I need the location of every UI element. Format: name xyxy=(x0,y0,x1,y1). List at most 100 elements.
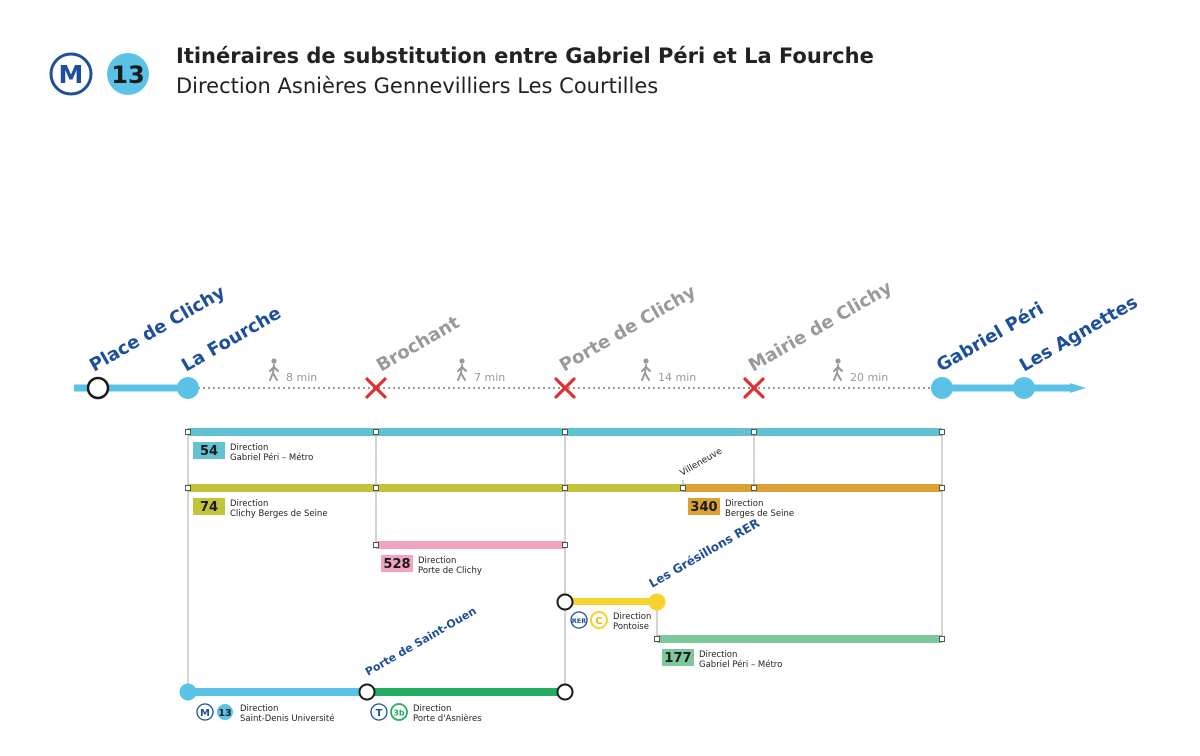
metro-line-13 xyxy=(74,376,1086,400)
station-labels: Place de Clichy La Fourche Brochant Port… xyxy=(86,277,1141,376)
bus-340-bar xyxy=(683,484,942,492)
walk-time-4: 20 min xyxy=(850,371,888,384)
closed-station-x-icon xyxy=(365,377,765,399)
rer-icon xyxy=(570,611,588,629)
tram-3b-bar xyxy=(367,688,565,696)
bus-177-bar xyxy=(657,635,942,643)
bus-528-stop-markers xyxy=(373,542,568,548)
bus-74-direction-dest: Clichy Berges de Seine xyxy=(230,509,328,519)
metro-13-bar xyxy=(188,688,367,696)
bus-54-badge xyxy=(193,442,225,459)
tram-3b-porte-de-clichy-marker xyxy=(556,683,574,701)
rer-line-c-icon xyxy=(590,611,608,629)
bus-54-direction-dest: Gabriel Péri – Métro xyxy=(230,452,313,463)
bus-340-direction-dest: Berges de Seine xyxy=(725,509,794,519)
walk-time-3: 14 min xyxy=(658,371,696,384)
pedestrian-icon xyxy=(641,358,651,381)
page-title: Itinéraires de substitution entre Gabrie… xyxy=(176,44,874,68)
metro-13-direction-dest: Saint-Denis Université xyxy=(240,713,334,724)
route-bus-54: 54 Direction Gabriel Péri – Métro xyxy=(185,428,945,463)
logos-svg: M 13 xyxy=(49,52,149,96)
walk-segment-1: 8 min xyxy=(269,358,317,384)
station-la-fourche-marker xyxy=(177,377,199,399)
bus-177-number: 177 xyxy=(664,651,691,666)
rer-c-stop-gresillons: Les Grésillons RER xyxy=(647,516,762,591)
walking-times: 8 min 7 min 14 min 20 min xyxy=(269,358,888,384)
rer-c-direction-label: Direction xyxy=(613,612,651,622)
walk-segment-4: 20 min xyxy=(833,358,888,384)
bus-528-badge xyxy=(381,555,413,572)
pedestrian-icon xyxy=(457,358,467,381)
bus-54-stop-markers xyxy=(185,429,945,435)
bus-74-number: 74 xyxy=(200,500,218,515)
bus-340-badge xyxy=(688,498,720,515)
rer-line-c-letter: C xyxy=(595,616,602,627)
station-les-agnettes-marker xyxy=(1013,377,1035,399)
metro-logo-icon xyxy=(49,52,93,96)
bus-528-direction-dest: Porte de Clichy xyxy=(418,566,482,576)
station-place-de-clichy-marker xyxy=(86,376,110,400)
bus-54-direction-label: Direction xyxy=(230,443,268,453)
pedestrian-icon xyxy=(269,358,279,381)
tram-icon xyxy=(370,703,388,721)
metro-logo-letter: M xyxy=(59,60,84,89)
bus-177-badge xyxy=(662,649,694,666)
route-rer-c: Les Grésillons RER RER C Direction Ponto… xyxy=(556,516,762,632)
walk-time-2: 7 min xyxy=(474,371,505,384)
tram-icon-letter: T xyxy=(376,708,383,719)
walk-segment-3: 14 min xyxy=(641,358,696,384)
bus-340-direction-label: Direction xyxy=(725,499,763,509)
bus-74-direction-label: Direction xyxy=(230,499,268,509)
route-tram-3b: Porte de Saint-Ouen T 3b Direction Porte… xyxy=(358,604,574,724)
closed-mairie-de-clichy-x-icon-b xyxy=(743,377,765,399)
bus-74-badge xyxy=(193,498,225,515)
line-13-icon-number: 13 xyxy=(218,708,231,719)
rer-c-gresillons-marker xyxy=(648,593,666,611)
line-13-badge-number: 13 xyxy=(111,61,144,89)
tram-3b-porte-de-saint-ouen-marker xyxy=(358,683,376,701)
walk-time-1: 8 min xyxy=(286,371,317,384)
station-mairie-de-clichy: Mairie de Clichy xyxy=(745,277,896,376)
rer-icon-label: RER xyxy=(572,617,586,625)
station-porte-de-clichy: Porte de Clichy xyxy=(556,281,700,376)
tram-3b-stop-porte-de-saint-ouen: Porte de Saint-Ouen xyxy=(363,604,479,678)
station-gabriel-peri-marker xyxy=(931,377,953,399)
metro-icon-letter: M xyxy=(200,708,210,719)
bus-177-direction-dest: Gabriel Péri – Métro xyxy=(699,659,782,670)
rer-c-bar xyxy=(565,598,657,605)
bus-74-bar xyxy=(188,484,683,492)
bus-528-direction-label: Direction xyxy=(418,556,456,566)
metro-icon xyxy=(196,703,214,721)
route-bus-177: 177 Direction Gabriel Péri – Métro xyxy=(654,635,945,670)
rer-c-direction-dest: Pontoise xyxy=(613,622,649,632)
bus-528-bar xyxy=(376,541,565,549)
connector-lines xyxy=(187,432,943,692)
bus-74-340-stop-markers xyxy=(185,485,945,491)
tram-line-3b-icon xyxy=(390,703,408,721)
tram-line-3b-number: 3b xyxy=(393,709,405,718)
route-bus-340: Villeneuve 340 Direction Berges de Seine xyxy=(679,446,942,519)
tram-3b-direction-label: Direction xyxy=(413,704,451,714)
bus-177-direction-label: Direction xyxy=(699,650,737,660)
bus-528-number: 528 xyxy=(383,557,410,572)
rer-c-porte-de-clichy-marker xyxy=(556,593,574,611)
bus-340-stop-villeneuve: Villeneuve xyxy=(679,446,725,478)
line-13-badge-icon xyxy=(107,53,149,95)
route-bus-528: 528 Direction Porte de Clichy xyxy=(373,541,568,576)
metro-13-la-fourche-marker xyxy=(179,683,197,701)
direction-arrow-icon xyxy=(1070,383,1086,393)
station-brochant: Brochant xyxy=(373,312,464,376)
line-13-icon xyxy=(217,704,233,720)
route-metro-13-saint-denis: M 13 Direction Saint-Denis Université xyxy=(179,683,367,724)
walk-segment-2: 7 min xyxy=(457,358,505,384)
tram-3b-direction-dest: Porte d'Asnières xyxy=(413,713,482,724)
bus-340-number: 340 xyxy=(690,500,717,515)
bus-177-stop-markers xyxy=(654,636,945,642)
bus-54-number: 54 xyxy=(200,444,218,459)
closed-brochant-x-icon-b xyxy=(365,377,387,399)
metro-13-direction-label: Direction xyxy=(240,704,278,714)
pedestrian-icon xyxy=(833,358,843,381)
page-subtitle: Direction Asnières Gennevilliers Les Cou… xyxy=(176,74,659,98)
route-bus-74: 74 Direction Clichy Berges de Seine xyxy=(188,484,683,519)
